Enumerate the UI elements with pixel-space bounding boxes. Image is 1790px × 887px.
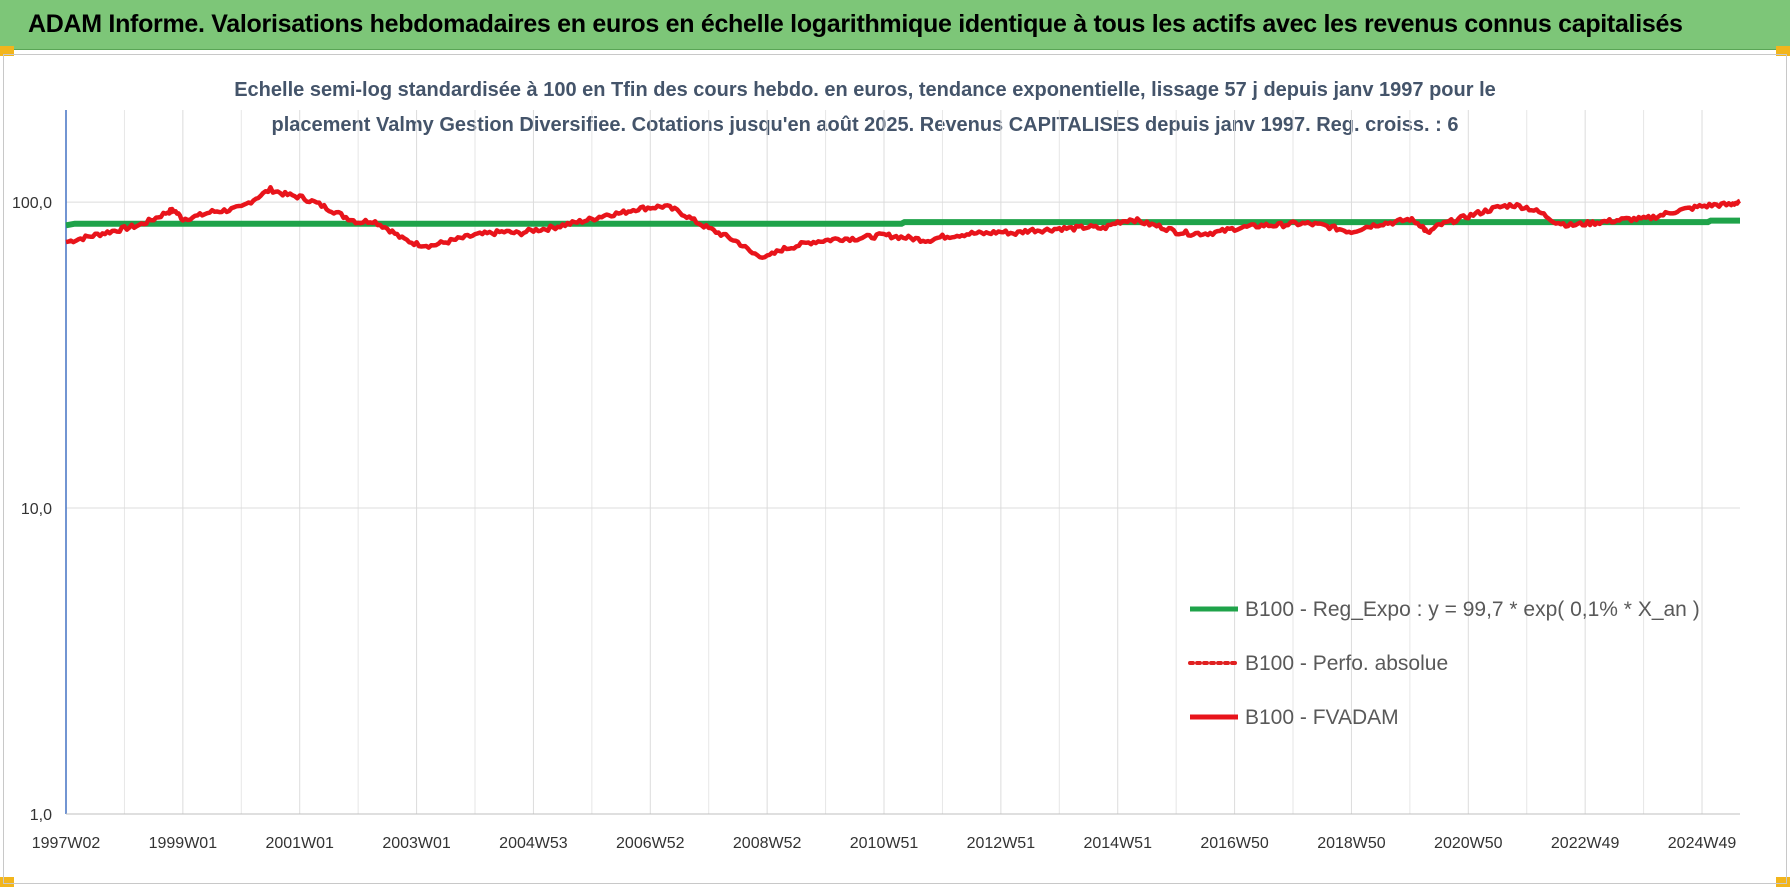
- x-tick-label: 2001W01: [265, 835, 334, 852]
- title-banner: ADAM Informe. Valorisations hebdomadaire…: [0, 0, 1790, 50]
- x-tick-label: 2020W50: [1434, 835, 1503, 852]
- legend-label: B100 - FVADAM: [1245, 706, 1399, 729]
- chart-title-line-2: placement Valmy Gestion Diversifiee. Cot…: [271, 114, 1459, 136]
- x-tick-label: 1997W02: [32, 835, 101, 852]
- y-tick-label: 100,0: [12, 195, 52, 212]
- x-tick-label: 2024W49: [1668, 835, 1737, 852]
- x-tick-label: 2010W51: [850, 835, 919, 852]
- series-line-fvadam: [65, 185, 1741, 260]
- x-tick-label: 2003W01: [382, 835, 451, 852]
- corner-marker-top-right: [1776, 46, 1790, 56]
- y-tick-label: 10,0: [21, 501, 52, 518]
- x-tick-label: 2012W51: [967, 835, 1036, 852]
- legend-label: B100 - Perfo. absolue: [1245, 652, 1448, 675]
- corner-marker-bottom-left: [0, 877, 14, 887]
- y-tick-label: 1,0: [30, 807, 52, 824]
- chart-frame: [3, 54, 1787, 884]
- x-tick-label: 2006W52: [616, 835, 685, 852]
- x-tick-label: 2016W50: [1200, 835, 1269, 852]
- chart-title-line-1: Echelle semi-log standardisée à 100 en T…: [234, 79, 1496, 101]
- x-tick-label: 2022W49: [1551, 835, 1620, 852]
- corner-marker-bottom-right: [1776, 877, 1790, 887]
- x-tick-label: 2004W53: [499, 835, 568, 852]
- x-tick-label: 2018W50: [1317, 835, 1386, 852]
- series-line-reg-expo: [65, 217, 1740, 229]
- x-tick-label: 2008W52: [733, 835, 802, 852]
- banner-title: ADAM Informe. Valorisations hebdomadaire…: [28, 10, 1683, 38]
- x-tick-label: 2014W51: [1083, 835, 1152, 852]
- corner-marker-top-left: [0, 46, 14, 56]
- legend-label: B100 - Reg_Expo : y = 99,7 * exp( 0,1% *…: [1245, 598, 1700, 621]
- x-tick-label: 1999W01: [149, 835, 218, 852]
